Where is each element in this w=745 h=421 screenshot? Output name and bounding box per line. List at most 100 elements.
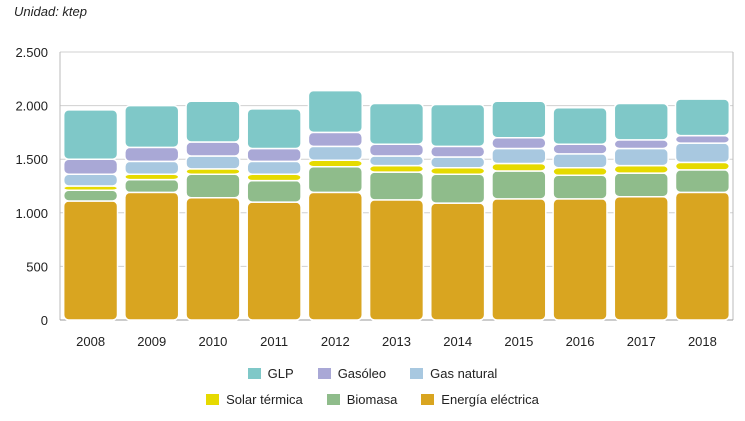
y-tick-label: 500 bbox=[26, 259, 48, 274]
bar-segment bbox=[430, 103, 486, 148]
bar-segment bbox=[613, 147, 669, 167]
bar-segment bbox=[246, 201, 302, 321]
bar-segment bbox=[124, 178, 180, 194]
bar-segment bbox=[491, 162, 547, 172]
y-tick-label: 2.500 bbox=[15, 45, 48, 60]
bar-segment bbox=[430, 202, 486, 321]
x-tick-label: 2010 bbox=[198, 334, 227, 349]
x-tick-label: 2015 bbox=[504, 334, 533, 349]
bar-segment bbox=[62, 109, 119, 160]
bar-segment bbox=[246, 160, 302, 175]
bar-segment bbox=[430, 167, 486, 175]
legend-swatch bbox=[410, 368, 424, 379]
bar-segment bbox=[491, 147, 547, 165]
bar-segment bbox=[674, 169, 731, 194]
legend-row-1: GLP Gasóleo Gas natural bbox=[0, 366, 745, 381]
unit-label: Unidad: ktep bbox=[14, 4, 87, 19]
x-tick-label: 2013 bbox=[382, 334, 411, 349]
legend-item-glp[interactable]: GLP bbox=[247, 366, 294, 381]
legend-item-solar-termica[interactable]: Solar térmica bbox=[206, 392, 303, 407]
bar-segment bbox=[185, 141, 241, 157]
bar-segment bbox=[124, 191, 180, 321]
bar-segment bbox=[368, 102, 425, 145]
bar-segment bbox=[185, 197, 241, 321]
bar-segment bbox=[307, 145, 363, 162]
bar-segment bbox=[430, 173, 486, 204]
bar-segment bbox=[246, 147, 302, 163]
x-tick-label: 2017 bbox=[627, 334, 656, 349]
y-axis-ticks: 0 500 1.000 1.500 2.000 2.500 bbox=[15, 45, 48, 328]
bar-segment bbox=[613, 195, 669, 321]
bar-segment bbox=[430, 145, 486, 158]
legend-label: Solar térmica bbox=[226, 392, 303, 407]
legend-item-gas-natural[interactable]: Gas natural bbox=[410, 366, 497, 381]
y-tick-label: 0 bbox=[41, 313, 48, 328]
bar-segment bbox=[552, 153, 608, 169]
legend-swatch bbox=[326, 394, 340, 405]
bar-segment bbox=[246, 173, 302, 182]
y-tick-label: 1.500 bbox=[15, 152, 48, 167]
bar-segment bbox=[613, 172, 669, 198]
bar-segment bbox=[368, 143, 425, 157]
x-tick-label: 2016 bbox=[566, 334, 595, 349]
legend-swatch bbox=[206, 394, 220, 405]
bar-segment bbox=[674, 191, 731, 321]
bar-segment bbox=[491, 100, 547, 139]
legend-item-biomasa[interactable]: Biomasa bbox=[326, 392, 398, 407]
bar-segment bbox=[491, 137, 547, 150]
bar-segment bbox=[368, 199, 425, 321]
bar-segment bbox=[62, 173, 119, 187]
bar-segment bbox=[307, 191, 363, 321]
bar-segment bbox=[124, 160, 180, 175]
bar-segment bbox=[674, 161, 731, 171]
y-tick-label: 1.000 bbox=[15, 206, 48, 221]
bar-segment bbox=[124, 146, 180, 163]
legend-label: Biomasa bbox=[346, 392, 398, 407]
y-tick-label: 2.000 bbox=[15, 99, 48, 114]
bar-segment bbox=[613, 139, 669, 150]
x-axis-ticks: 2008 2009 2010 2011 2012 2013 2014 2015 2016 2017… bbox=[76, 334, 717, 349]
legend-item-gasoleo[interactable]: Gasóleo bbox=[317, 366, 387, 381]
bar-segment bbox=[430, 156, 486, 169]
legend-label: Energía eléctrica bbox=[441, 392, 539, 407]
legend-item-energia-electrica[interactable]: Energía eléctrica bbox=[421, 392, 539, 407]
bar-segment bbox=[552, 106, 608, 145]
x-tick-label: 2008 bbox=[76, 334, 105, 349]
bar-segment bbox=[185, 100, 241, 143]
bar-segment bbox=[491, 198, 547, 321]
legend-swatch bbox=[421, 394, 435, 405]
bar-segment bbox=[246, 108, 302, 150]
x-tick-label: 2009 bbox=[137, 334, 166, 349]
x-tick-label: 2012 bbox=[321, 334, 350, 349]
legend-label: Gasóleo bbox=[337, 366, 387, 381]
x-tick-label: 2011 bbox=[260, 334, 288, 349]
bar-segment bbox=[307, 159, 363, 168]
bar-segment bbox=[613, 102, 669, 141]
legend-swatch bbox=[317, 368, 331, 379]
bar-segment bbox=[368, 171, 425, 201]
bar-segment bbox=[124, 104, 180, 149]
bar-segment bbox=[674, 134, 731, 144]
bar-segment bbox=[552, 143, 608, 155]
bar-segment bbox=[62, 158, 119, 175]
bar-segment bbox=[491, 170, 547, 200]
bar-segment bbox=[368, 155, 425, 167]
bar-segment bbox=[246, 179, 302, 203]
legend-swatch bbox=[247, 368, 261, 379]
bar-segment bbox=[307, 165, 363, 194]
bar-segment bbox=[552, 174, 608, 200]
bar-segment bbox=[552, 167, 608, 177]
bar-segment bbox=[185, 168, 241, 175]
x-tick-label: 2018 bbox=[688, 334, 717, 349]
bar-segment bbox=[368, 164, 425, 173]
bar-segment bbox=[307, 131, 363, 148]
bar-segment bbox=[124, 173, 180, 181]
bar-segment bbox=[185, 173, 241, 199]
legend-label: Gas natural bbox=[430, 366, 498, 381]
bar-segment bbox=[613, 164, 669, 174]
bar-segment bbox=[552, 198, 608, 321]
x-tick-label: 2014 bbox=[443, 334, 472, 349]
bar-segment bbox=[674, 98, 731, 137]
legend-row-2: Solar térmica Biomasa Energía eléctrica bbox=[0, 392, 745, 407]
bar-segment bbox=[307, 89, 363, 134]
